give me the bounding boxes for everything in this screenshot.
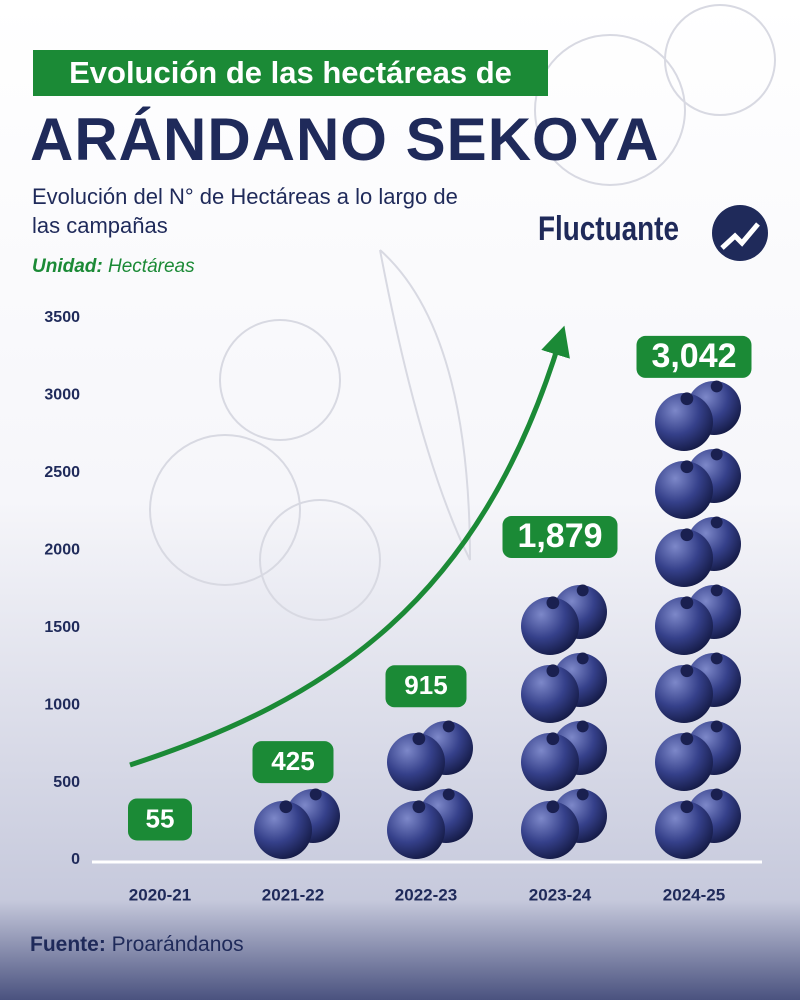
y-tick-label: 3000 <box>44 387 80 404</box>
x-tick-label: 2024-25 <box>663 885 725 904</box>
berry-crown <box>546 664 560 678</box>
berry-crown <box>710 516 723 529</box>
berry-crown <box>412 800 426 814</box>
y-tick-label: 2500 <box>44 464 80 481</box>
berry <box>521 665 579 723</box>
berry-crown <box>442 720 455 733</box>
berry-crown <box>546 596 560 610</box>
berry-crown <box>576 720 589 733</box>
berry <box>387 733 445 791</box>
y-tick-label: 0 <box>71 851 80 868</box>
value-label: 1,879 <box>517 517 602 555</box>
title: ARÁNDANO SEKOYA <box>30 106 660 173</box>
y-tick-label: 1000 <box>44 696 80 713</box>
berry-crown <box>576 788 589 801</box>
berry-crown <box>680 800 694 814</box>
berry-crown <box>710 652 723 665</box>
value-label: 425 <box>271 746 314 776</box>
x-tick-label: 2023-24 <box>529 885 592 904</box>
source: Fuente: Proarándanos <box>30 933 244 957</box>
berry-stack <box>521 584 607 859</box>
brand: Fluctuante <box>538 210 679 248</box>
berry-crown <box>680 664 694 678</box>
berry-crown <box>442 788 455 801</box>
source-value: Proarándanos <box>111 933 244 956</box>
y-tick-label: 3500 <box>44 309 80 326</box>
trend-arrow <box>129 325 570 768</box>
berry-crown <box>546 732 560 746</box>
berry-crown <box>412 732 426 746</box>
value-label: 915 <box>404 670 447 700</box>
x-tick-label: 2021-22 <box>262 885 324 904</box>
y-tick-label: 2000 <box>44 542 80 559</box>
berry-crown <box>710 448 723 461</box>
decoration <box>149 4 776 621</box>
pretitle: Evolución de las hectáreas de <box>33 50 548 96</box>
value-label-box <box>385 665 467 708</box>
value-label-box <box>636 335 752 378</box>
berry <box>655 393 713 451</box>
berry-stack <box>655 380 741 859</box>
subtitle: Evolución del N° de Hectáreas a lo largo… <box>32 184 458 238</box>
value-label-box <box>252 741 334 784</box>
berry-crown <box>546 800 560 814</box>
berry-crown <box>710 380 723 393</box>
x-tick-label: 2020-21 <box>129 885 191 904</box>
berry-crown <box>680 460 694 474</box>
berry-crown <box>710 584 723 597</box>
unit-label: Unidad: <box>32 256 103 277</box>
berry <box>655 665 713 723</box>
berry-crown <box>576 652 589 665</box>
berry-crown <box>576 584 589 597</box>
berry-crown <box>680 528 694 542</box>
berry <box>521 733 579 791</box>
berry-crown <box>680 392 694 406</box>
berry-stack <box>254 788 340 859</box>
source-label: Fuente: <box>30 933 106 956</box>
berry <box>655 801 713 859</box>
berry-crown <box>680 732 694 746</box>
x-tick-label: 2022-23 <box>395 885 457 904</box>
berry <box>387 801 445 859</box>
berry-crown <box>710 788 723 801</box>
berry <box>655 597 713 655</box>
berry-crown <box>279 800 293 814</box>
unit-value: Hectáreas <box>108 256 195 277</box>
berry-crown <box>680 596 694 610</box>
berry-stack <box>387 720 473 859</box>
value-label: 55 <box>146 803 175 833</box>
berry <box>655 733 713 791</box>
berry <box>655 461 713 519</box>
bar <box>120 851 200 860</box>
berry-crown <box>309 788 322 801</box>
berry-crown <box>710 720 723 733</box>
value-label-box <box>502 516 618 559</box>
y-tick-label: 500 <box>53 774 80 791</box>
brand-logo <box>712 205 768 261</box>
berry <box>521 801 579 859</box>
value-label: 3,042 <box>651 337 736 375</box>
value-label-box <box>128 798 192 841</box>
berry <box>521 597 579 655</box>
berry <box>655 529 713 587</box>
berry <box>254 801 312 859</box>
y-tick-label: 1500 <box>44 619 80 636</box>
unit: Unidad: Hectáreas <box>32 256 195 278</box>
